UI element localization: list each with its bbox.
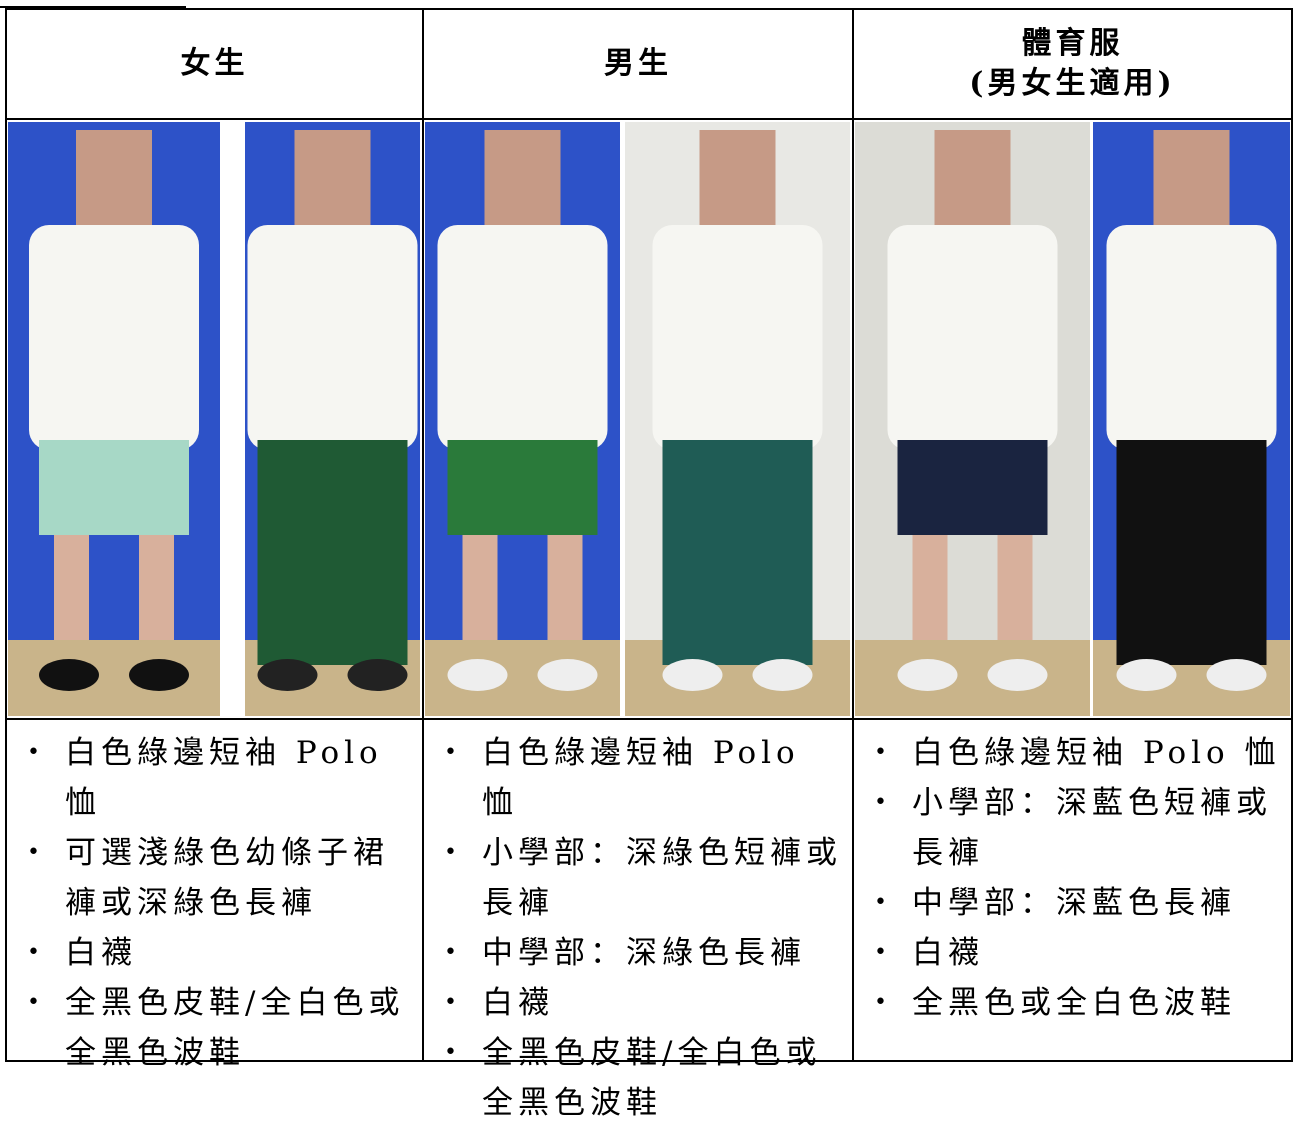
item: 中學部：深綠色長褲 — [424, 928, 852, 978]
item: 小學部：深藍色短褲或長褲 — [854, 778, 1291, 878]
shoe — [447, 659, 508, 691]
shirt — [437, 225, 608, 450]
face — [294, 130, 371, 230]
leg — [139, 535, 174, 640]
photos — [8, 122, 1290, 716]
item: 白襪 — [854, 928, 1291, 978]
leg — [997, 535, 1033, 640]
face — [76, 130, 152, 230]
item-list: 白色綠邊短袖 Polo 恤可選淺綠色幼條子裙褲或深綠色長褲白襪全黑色皮鞋/全白色… — [7, 720, 422, 1078]
leg — [54, 535, 89, 640]
shirt — [247, 225, 418, 450]
bottoms — [447, 440, 598, 535]
heading-text: 女生 — [180, 46, 249, 81]
shirt — [29, 225, 199, 450]
shoe — [1116, 659, 1177, 691]
heading-text: 體育服 — [1021, 26, 1124, 61]
item: 白色綠邊短袖 Polo 恤 — [424, 728, 852, 828]
item-cell: 白色綠邊短袖 Polo 恤小學部：深藍色短褲或長褲中學部：深藍色長褲白襪全黑色或… — [852, 718, 1293, 1062]
face — [699, 130, 776, 230]
bottoms — [1116, 440, 1267, 665]
shirt — [887, 225, 1058, 450]
bottoms — [662, 440, 813, 665]
face — [1153, 130, 1230, 230]
heading-text: (男女生適用) — [969, 66, 1176, 101]
item: 白襪 — [7, 928, 422, 978]
shirt — [1106, 225, 1277, 450]
leg — [462, 535, 498, 640]
item: 小學部：深綠色短褲或長褲 — [424, 828, 852, 928]
underline — [0, 6, 186, 8]
shoe — [257, 659, 318, 691]
face — [484, 130, 561, 230]
photo-floor — [855, 640, 1090, 716]
shoe — [662, 659, 723, 691]
item: 白襪 — [424, 978, 852, 1028]
bottoms — [39, 440, 189, 535]
page: 女生白色綠邊短袖 Polo 恤可選淺綠色幼條子裙褲或深綠色長褲白襪全黑色皮鞋/全… — [0, 0, 1295, 1064]
shoe — [752, 659, 813, 691]
shoe — [347, 659, 408, 691]
shirt — [652, 225, 823, 450]
shoe — [537, 659, 598, 691]
leg — [912, 535, 948, 640]
item: 白色綠邊短袖 Polo 恤 — [7, 728, 422, 828]
item: 白色綠邊短袖 Polo 恤 — [854, 728, 1291, 778]
item-list: 白色綠邊短袖 Polo 恤小學部：深藍色短褲或長褲中學部：深藍色長褲白襪全黑色或… — [854, 720, 1291, 1028]
shoe — [1206, 659, 1267, 691]
item: 中學部：深藍色長褲 — [854, 878, 1291, 928]
item: 可選淺綠色幼條子裙褲或深綠色長褲 — [7, 828, 422, 928]
bottoms — [257, 440, 408, 665]
face — [934, 130, 1011, 230]
column-heading: 體育服 (男女生適用) — [852, 8, 1293, 120]
item-cell: 白色綠邊短袖 Polo 恤可選淺綠色幼條子裙褲或深綠色長褲白襪全黑色皮鞋/全白色… — [5, 718, 424, 1071]
shoe — [897, 659, 958, 691]
item: 全黑色或全白色波鞋 — [854, 978, 1291, 1028]
heading-text: 男生 — [604, 46, 672, 81]
shoe — [129, 659, 189, 691]
shoe — [39, 659, 99, 691]
shoe — [987, 659, 1048, 691]
leg — [547, 535, 583, 640]
bottoms — [897, 440, 1048, 535]
